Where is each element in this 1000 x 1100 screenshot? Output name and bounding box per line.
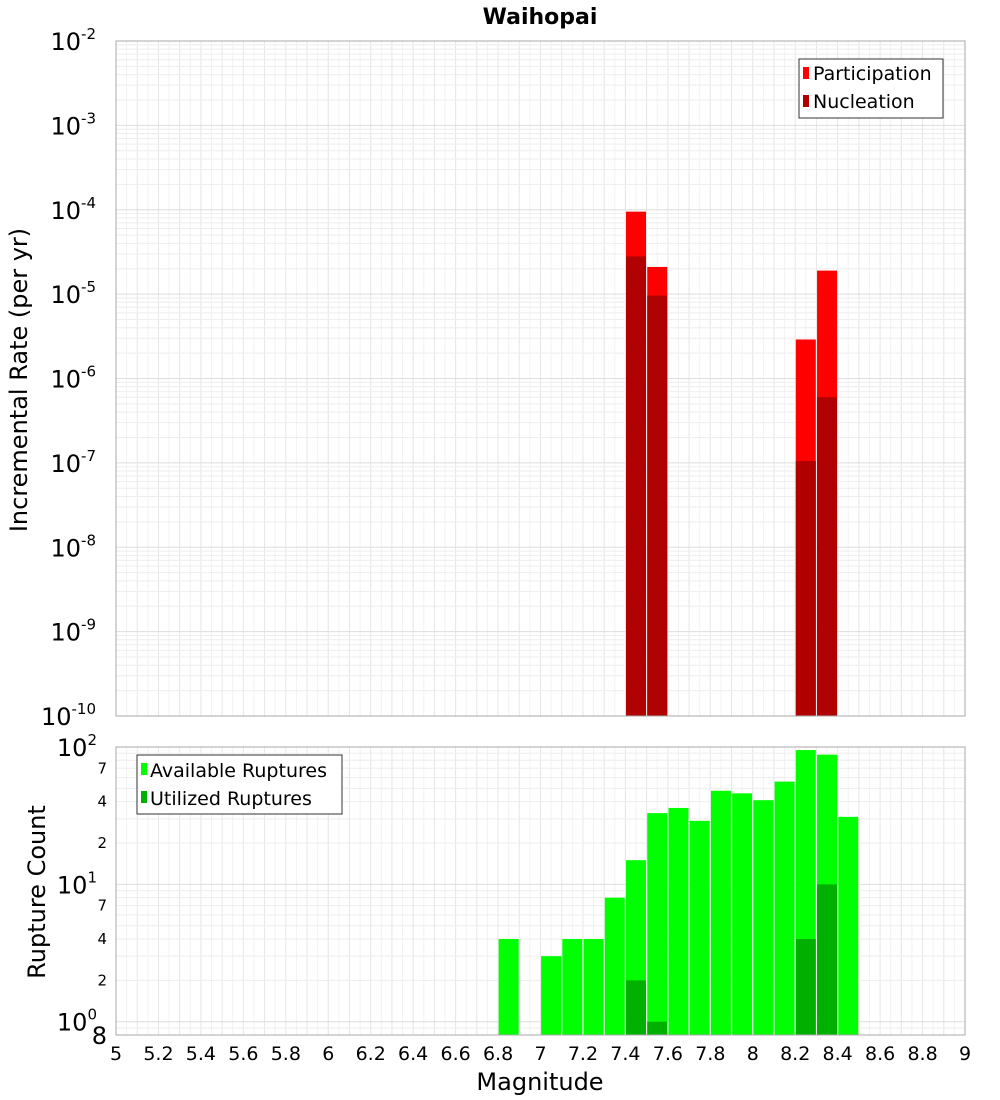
bar-utilized-ruptures bbox=[647, 1021, 668, 1035]
x-ticks: 5 5.2 5.4 5.6 5.8 6 6.2 6.4 6.6 6.8 7 7.2 7.4 7.6 7.8 8… bbox=[110, 1043, 971, 1065]
x-axis-label: Magnitude bbox=[476, 1068, 603, 1096]
bar-available-ruptures bbox=[498, 939, 519, 1035]
chart-title: Waihopai bbox=[483, 5, 598, 30]
y-tick-label: 4 bbox=[97, 793, 107, 811]
bottom-legend: Available Ruptures Utilized Ruptures bbox=[136, 754, 343, 815]
top-plot-frame bbox=[115, 40, 966, 717]
top-y-axis-label: Incremental Rate (per yr) bbox=[5, 228, 33, 532]
y-tick-label: 102 bbox=[57, 731, 97, 762]
x-tick-label: 8.2 bbox=[780, 1043, 810, 1065]
bar-nucleation bbox=[817, 397, 838, 716]
bar-available-ruptures bbox=[732, 793, 753, 1035]
top-y-ticks: 10-2 10-3 10-4 10-5 10-6 10-7 10-8 10-9 10-10 bbox=[41, 25, 96, 731]
bottom-bars bbox=[498, 750, 859, 1035]
y-tick-label: 101 bbox=[57, 868, 97, 899]
x-tick-label: 7.4 bbox=[610, 1043, 640, 1065]
y-tick-label: 10-3 bbox=[50, 109, 96, 140]
y-tick-label: 10-4 bbox=[50, 194, 96, 225]
y-tick-label: 100 bbox=[57, 1006, 97, 1037]
bottom-plot-frame bbox=[115, 746, 966, 1036]
y-tick-label: 10-10 bbox=[41, 700, 96, 731]
x-tick-label: 6.8 bbox=[483, 1043, 513, 1065]
x-tick-label: 5.6 bbox=[228, 1043, 258, 1065]
x-tick-label: 6.2 bbox=[356, 1043, 386, 1065]
bar-available-ruptures bbox=[753, 800, 774, 1035]
x-tick-label: 5.8 bbox=[271, 1043, 301, 1065]
bar-available-ruptures bbox=[774, 781, 795, 1035]
legend-label-nucleation: Nucleation bbox=[813, 91, 915, 113]
bar-available-ruptures bbox=[668, 807, 689, 1035]
x-tick-label: 8.8 bbox=[907, 1043, 937, 1065]
bar-available-ruptures bbox=[689, 820, 710, 1035]
x-tick-label: 5 bbox=[110, 1043, 122, 1065]
y-tick-label: 10-6 bbox=[50, 363, 96, 394]
legend-swatch-participation bbox=[803, 67, 809, 79]
y-tick-label: 10-9 bbox=[50, 616, 96, 647]
y-tick-label: 2 bbox=[97, 834, 107, 852]
x-tick-label: 9 bbox=[959, 1043, 971, 1065]
y-tick-label: 10-2 bbox=[50, 25, 96, 56]
legend-label-participation: Participation bbox=[813, 63, 932, 85]
y-tick-label: 8 bbox=[92, 1022, 107, 1050]
legend-label-utilized: Utilized Ruptures bbox=[150, 788, 312, 810]
x-tick-label: 7.2 bbox=[568, 1043, 598, 1065]
top-legend: Participation Nucleation bbox=[798, 58, 944, 119]
x-tick-label: 8.4 bbox=[823, 1043, 853, 1065]
legend-label-available: Available Ruptures bbox=[150, 760, 327, 782]
y-tick-label: 10-8 bbox=[50, 531, 96, 562]
x-tick-label: 6 bbox=[322, 1043, 334, 1065]
x-tick-label: 5.2 bbox=[143, 1043, 173, 1065]
x-tick-label: 5.4 bbox=[186, 1043, 216, 1065]
bar-available-ruptures bbox=[604, 897, 625, 1035]
bar-utilized-ruptures bbox=[817, 884, 838, 1035]
x-tick-label: 7.6 bbox=[653, 1043, 683, 1065]
y-tick-label: 10-5 bbox=[50, 278, 96, 309]
x-tick-label: 7.8 bbox=[695, 1043, 725, 1065]
top-chart: Waihopai 10-210-310-410-510-610-710-810-… bbox=[5, 5, 966, 731]
y-tick-label: 4 bbox=[97, 930, 107, 948]
legend-swatch-utilized bbox=[141, 791, 147, 803]
bar-nucleation bbox=[795, 461, 816, 716]
bar-utilized-ruptures bbox=[795, 939, 816, 1035]
top-grid bbox=[115, 41, 966, 717]
y-tick-label: 7 bbox=[97, 897, 107, 915]
bottom-y-axis-label: Rupture Count bbox=[23, 805, 51, 979]
x-tick-label: 7 bbox=[534, 1043, 546, 1065]
legend-swatch-available bbox=[141, 763, 147, 775]
bar-available-ruptures bbox=[710, 790, 731, 1035]
bar-available-ruptures bbox=[541, 956, 562, 1035]
bar-utilized-ruptures bbox=[626, 980, 647, 1035]
legend-swatch-nucleation bbox=[803, 95, 809, 107]
x-tick-label: 6.6 bbox=[440, 1043, 470, 1065]
x-tick-label: 6.4 bbox=[398, 1043, 428, 1065]
bar-available-ruptures bbox=[838, 816, 859, 1035]
bar-available-ruptures bbox=[562, 939, 583, 1035]
bar-available-ruptures bbox=[647, 813, 668, 1035]
x-tick-label: 8 bbox=[747, 1043, 759, 1065]
bar-available-ruptures bbox=[583, 939, 604, 1035]
x-tick-label: 8.6 bbox=[865, 1043, 895, 1065]
y-tick-label: 7 bbox=[97, 759, 107, 777]
y-tick-label: 10-7 bbox=[50, 447, 96, 478]
bar-nucleation bbox=[647, 295, 668, 716]
bar-nucleation bbox=[626, 256, 647, 716]
y-tick-label: 2 bbox=[97, 971, 107, 989]
top-bars bbox=[626, 211, 838, 716]
